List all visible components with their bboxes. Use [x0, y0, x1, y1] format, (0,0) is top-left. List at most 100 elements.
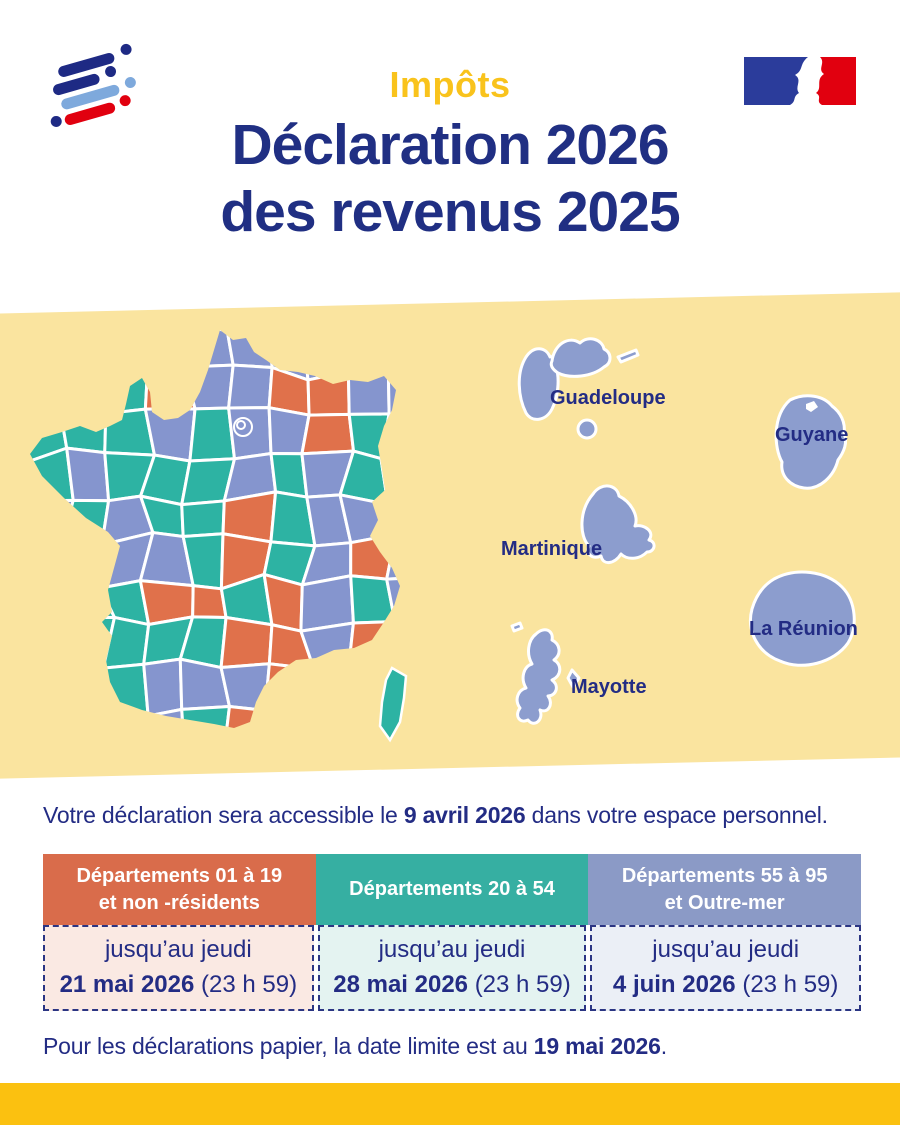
department-cell — [263, 708, 310, 728]
title-line-2: des revenus 2025 — [220, 179, 680, 244]
department-cell — [306, 663, 351, 718]
department-cell — [30, 582, 75, 626]
department-cell — [305, 698, 354, 728]
department-cell — [386, 370, 400, 423]
paris-region-detail — [233, 417, 253, 437]
department-cell — [188, 406, 237, 463]
department-cell — [222, 704, 274, 728]
guyane-shape — [774, 394, 848, 490]
deadline-time: (23 h 59) — [742, 971, 839, 998]
department-cell — [30, 539, 75, 587]
department-cell — [227, 363, 274, 410]
paper-deadline-note: Pour les déclarations papier, la date li… — [43, 1033, 873, 1060]
department-cell — [70, 330, 111, 374]
france-departments-map — [30, 330, 408, 743]
martinique-shape — [580, 484, 656, 564]
deadline-time: (23 h 59) — [201, 971, 298, 998]
department-cell — [386, 495, 400, 540]
department-cell — [143, 407, 197, 463]
guadeloupe-label: Guadeloupe — [550, 387, 666, 409]
department-cell — [63, 709, 118, 728]
department-cell — [219, 662, 271, 712]
martinique-label: Martinique — [501, 538, 603, 560]
deadline-date: 4 juin 2026 — [612, 971, 736, 998]
department-cell — [385, 532, 400, 581]
header-line: Départements 55 à 95 — [621, 865, 828, 888]
department-cell — [30, 498, 75, 544]
mayotte-label: Mayotte — [571, 676, 647, 698]
logo-dot — [119, 42, 133, 57]
department-cell — [30, 616, 78, 676]
header-line: et non -résidents — [98, 891, 260, 914]
department-cell — [346, 369, 391, 416]
department-cell — [30, 370, 74, 418]
department-cell — [60, 583, 116, 620]
department-cell — [99, 331, 151, 376]
department-cell — [379, 617, 400, 669]
department-cell — [306, 369, 351, 417]
department-cell — [30, 330, 77, 380]
department-cell — [182, 330, 235, 369]
department-cell — [180, 499, 226, 539]
header-departements-20-54: Départements 20 à 54 — [315, 854, 589, 925]
deadline-time: (23 h 59) — [474, 971, 571, 998]
header-line: Départements 01 à 19 — [76, 865, 283, 888]
page-title: Déclaration 2026 des revenus 2025 — [0, 112, 900, 245]
deadline-date: 28 mai 2026 — [333, 971, 469, 998]
department-cell — [338, 493, 398, 545]
deadline-intro: jusqu’au jeudi — [378, 936, 526, 964]
department-cell — [65, 446, 111, 503]
department-cell — [347, 620, 397, 667]
header-line: Départements 20 à 54 — [349, 878, 555, 901]
deadline-cell-20-54: jusqu’au jeudi 28 mai 2026 (23 h 59) — [317, 925, 587, 1011]
access-note-suffix: dans votre espace personnel. — [525, 802, 828, 828]
la-reunion-shape — [749, 570, 856, 667]
department-cell — [104, 362, 149, 416]
department-cell — [59, 362, 111, 418]
access-note: Votre déclaration sera accessible le 9 a… — [43, 802, 873, 829]
deadline-intro: jusqu’au jeudi — [104, 936, 252, 964]
deadline-table: Départements 01 à 19 et non -résidents D… — [43, 854, 861, 1011]
department-cell — [343, 330, 391, 374]
department-cell — [263, 662, 316, 718]
department-cell — [299, 621, 355, 671]
department-cell — [301, 330, 350, 382]
corsica-shape — [378, 666, 408, 743]
department-cell — [30, 713, 74, 728]
department-cell — [30, 670, 78, 717]
department-cell — [182, 363, 235, 411]
deadline-table-body: jusqu’au jeudi 21 mai 2026 (23 h 59) jus… — [43, 925, 861, 1011]
deadline-line: 21 mai 2026 (23 h 59) — [45, 968, 312, 1003]
department-cell — [145, 330, 188, 376]
paper-note-suffix: . — [660, 1033, 667, 1059]
department-cell — [386, 330, 400, 381]
header-line: et Outre-mer — [664, 891, 785, 914]
deadline-cell-01-19: jusqu’au jeudi 21 mai 2026 (23 h 59) — [43, 925, 314, 1011]
department-cell — [344, 659, 387, 714]
department-cell — [60, 498, 111, 547]
paper-note-date: 19 mai 2026 — [533, 1033, 661, 1059]
la-reunion-label: La Réunion — [749, 618, 858, 640]
guyane-label: Guyane — [775, 424, 849, 446]
department-cell — [63, 666, 109, 717]
department-cell — [180, 704, 231, 728]
mayotte-shape — [510, 621, 581, 725]
department-cell — [379, 452, 400, 506]
department-cell — [60, 615, 116, 674]
department-cell — [101, 662, 150, 718]
marianne-flag-logo-icon — [744, 57, 856, 105]
department-cell — [143, 365, 197, 411]
department-cell — [105, 709, 155, 728]
header-departements-01-19: Départements 01 à 19 et non -résidents — [43, 854, 316, 925]
deadline-line: 28 mai 2026 (23 h 59) — [320, 968, 585, 1003]
department-mosaic — [30, 330, 400, 728]
department-cell — [300, 412, 356, 456]
footer-gold-bar — [0, 1083, 900, 1125]
kicker-impots: Impôts — [389, 64, 511, 105]
title-line-1: Déclaration 2026 — [231, 113, 669, 177]
department-cell — [142, 657, 184, 718]
guadeloupe-shape — [517, 337, 640, 440]
department-cell — [379, 412, 400, 461]
deadline-date: 21 mai 2026 — [59, 971, 195, 998]
deadline-line: 4 juin 2026 (23 h 59) — [592, 968, 859, 1003]
